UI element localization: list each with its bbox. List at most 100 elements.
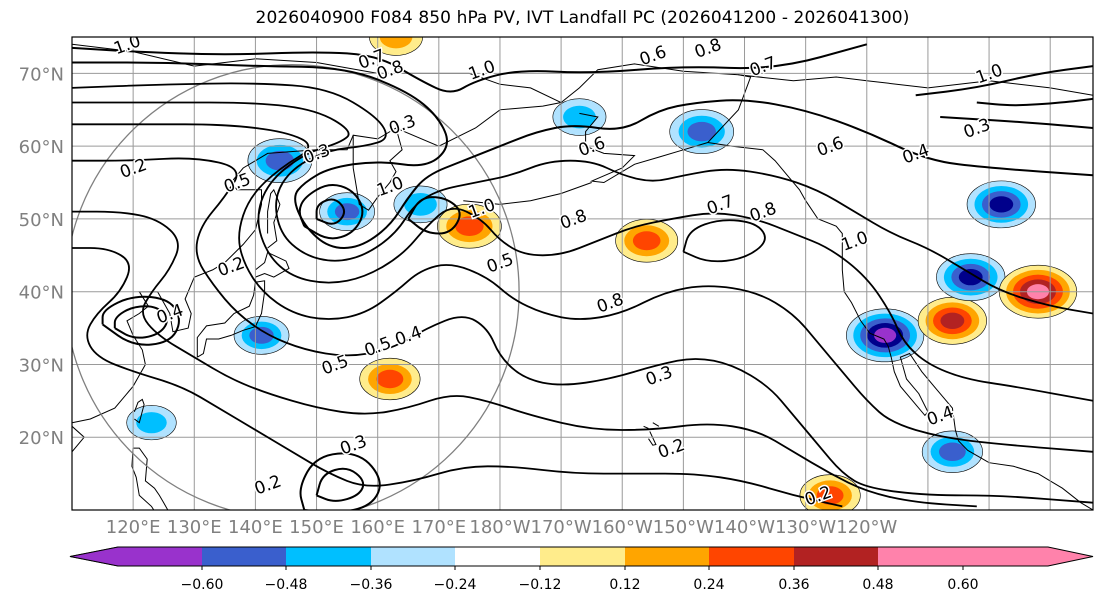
contour-label: 0.8 (594, 290, 626, 318)
pv-contour (72, 43, 868, 93)
pv-contour (315, 467, 365, 502)
contour-label: 0.5 (221, 169, 253, 197)
longitude-label: 130°W (775, 517, 836, 538)
pv-contour (72, 82, 1093, 315)
longitude-label: 170°W (531, 517, 592, 538)
ivt-anomaly-patch (455, 216, 484, 236)
coastline (352, 127, 403, 211)
longitude-label: 180°W (469, 517, 530, 538)
ivt-anomaly-patch (265, 150, 295, 171)
coastline (133, 398, 145, 424)
pv-contour (407, 196, 461, 235)
contour-label: 0.4 (392, 322, 424, 350)
pv-contour (72, 247, 843, 508)
pv-contour (298, 183, 364, 240)
contour-label: 0.6 (637, 42, 669, 70)
contour-label: 0.2 (655, 435, 687, 463)
colorbar-segment (371, 547, 455, 566)
pv-contour (315, 198, 346, 225)
longitude-label: 150°W (653, 517, 714, 538)
ivt-anomaly-patch (334, 203, 360, 221)
colorbar-tick-label: 0.36 (778, 577, 809, 593)
ivt-anomaly-patch (940, 312, 965, 329)
coastline (196, 280, 266, 358)
colorbar-segment (709, 547, 794, 566)
colorbar-segment (455, 547, 540, 566)
latitude-label: 30°N (19, 355, 64, 376)
colorbar-segment (878, 547, 963, 566)
colorbar-tick-label: −0.24 (434, 577, 477, 593)
longitude-label: 120°W (836, 517, 897, 538)
colorbar-segment (963, 547, 1048, 566)
ivt-anomaly-patch (632, 231, 661, 251)
coastline (652, 422, 660, 427)
colorbar-tick-label: 0.24 (693, 577, 724, 593)
map-frame (71, 36, 1094, 511)
ivt-anomaly-patch (563, 105, 596, 129)
ivt-anomaly-patch (989, 196, 1014, 213)
contour-label: 0.4 (900, 140, 932, 168)
contour-label: 0.8 (692, 35, 724, 63)
colorbar-segment (794, 547, 878, 566)
longitude-label: 150°E (289, 517, 344, 538)
latitude-label: 70°N (19, 64, 64, 85)
contour-label: 0.4 (154, 300, 186, 328)
pv-contour (915, 65, 1093, 97)
ivt-anomaly-patch (379, 37, 413, 49)
longitude-label: 140°W (714, 517, 775, 538)
pv-contour (976, 97, 1093, 107)
longitude-label: 170°E (411, 517, 466, 538)
colorbar-segment (202, 547, 286, 566)
ivt-anomaly-patch (376, 369, 404, 389)
coastline (648, 431, 657, 446)
coastline (131, 447, 169, 510)
longitude-label: 140°E (228, 517, 283, 538)
contour-label: 0.6 (576, 133, 608, 161)
colorbar-tick-label: −0.60 (181, 577, 224, 593)
coastline (255, 251, 290, 278)
coastline (72, 43, 563, 424)
contour-label: 0.5 (484, 250, 516, 278)
colorbar-tick-label: −0.36 (350, 577, 393, 593)
ivt-anomaly-patch (938, 442, 966, 462)
contour-label: 1.0 (111, 31, 143, 59)
contour-label: 0.8 (747, 199, 779, 227)
latitude-label: 50°N (19, 210, 64, 231)
contour-label: 0.3 (301, 140, 333, 168)
contour-label: 1.0 (839, 228, 871, 256)
colorbar-segment (540, 547, 625, 566)
pv-contour (72, 210, 977, 508)
contour-label: 1.0 (973, 60, 1005, 88)
colorbar-tick-label: −0.48 (265, 577, 308, 593)
contour-label: 0.7 (747, 53, 779, 81)
longitude-label: 160°E (350, 517, 405, 538)
map-content: 1.00.70.8 1.00.6 0.80.70.30.30.20.5 1.01.00… (72, 31, 1093, 510)
colorbar-tick-label: 0.12 (609, 577, 640, 593)
contour-label: 0.6 (814, 133, 846, 161)
contour-label: 0.2 (252, 471, 284, 499)
ivt-anomaly-patch (816, 486, 844, 505)
longitude-label: 160°W (592, 517, 653, 538)
ivt-anomaly-patch (958, 268, 983, 286)
latitude-label: 60°N (19, 137, 64, 158)
pv-contour (72, 157, 1093, 504)
ivt-anomaly-patch (874, 327, 897, 343)
ivt-anomaly-patch (687, 121, 716, 142)
pv-contour (101, 295, 180, 346)
pv-contour (299, 452, 381, 510)
latitude-label: 20°N (19, 428, 64, 449)
ivt-anomaly-patch (136, 412, 167, 434)
colorbar-tick-label: 0.48 (862, 577, 893, 593)
contour-label: 1.0 (466, 57, 498, 85)
pv-contour (72, 123, 1093, 453)
coastline (72, 425, 85, 453)
colorbar-segment (625, 547, 709, 566)
colorbar-extend-max (1048, 547, 1093, 566)
contour-label: 0.5 (362, 333, 394, 361)
contour-label: 0.8 (558, 206, 590, 234)
latitude-label: 40°N (19, 283, 64, 304)
pv-contour (682, 219, 766, 263)
pv-contour (113, 305, 168, 339)
pv-contour (72, 101, 1093, 402)
